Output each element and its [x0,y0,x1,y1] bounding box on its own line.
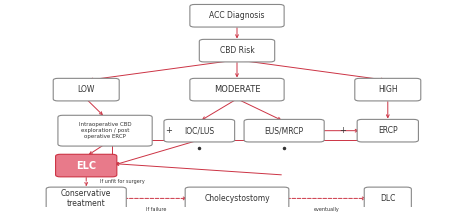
Text: DLC: DLC [380,194,395,203]
FancyBboxPatch shape [55,154,117,177]
Text: EUS/MRCP: EUS/MRCP [264,126,304,135]
Text: ERCP: ERCP [378,126,398,135]
Text: If unfit for surgery: If unfit for surgery [100,180,145,184]
Text: ELC: ELC [76,161,96,171]
Text: HIGH: HIGH [378,85,398,94]
FancyBboxPatch shape [58,115,152,146]
FancyBboxPatch shape [364,187,411,210]
Text: ACC Diagnosis: ACC Diagnosis [209,11,265,20]
FancyBboxPatch shape [46,187,126,210]
Text: eventually: eventually [314,207,339,212]
FancyBboxPatch shape [357,119,419,142]
FancyBboxPatch shape [355,78,421,101]
Text: LOW: LOW [78,85,95,94]
FancyBboxPatch shape [244,119,324,142]
Text: If failure: If failure [146,207,166,212]
Text: MODERATE: MODERATE [214,85,260,94]
FancyBboxPatch shape [53,78,119,101]
FancyBboxPatch shape [190,4,284,27]
FancyBboxPatch shape [199,39,275,62]
FancyBboxPatch shape [185,187,289,210]
Text: Cholecystostomy: Cholecystostomy [204,194,270,203]
Text: Conservative
treatment: Conservative treatment [61,189,111,208]
Text: CBD Risk: CBD Risk [219,46,255,55]
Text: +: + [339,126,346,135]
Text: +: + [165,126,172,135]
Text: Intraoperative CBD
exploration / post
operative ERCP: Intraoperative CBD exploration / post op… [79,122,131,139]
FancyBboxPatch shape [164,119,235,142]
FancyBboxPatch shape [190,78,284,101]
Text: IOC/LUS: IOC/LUS [184,126,214,135]
